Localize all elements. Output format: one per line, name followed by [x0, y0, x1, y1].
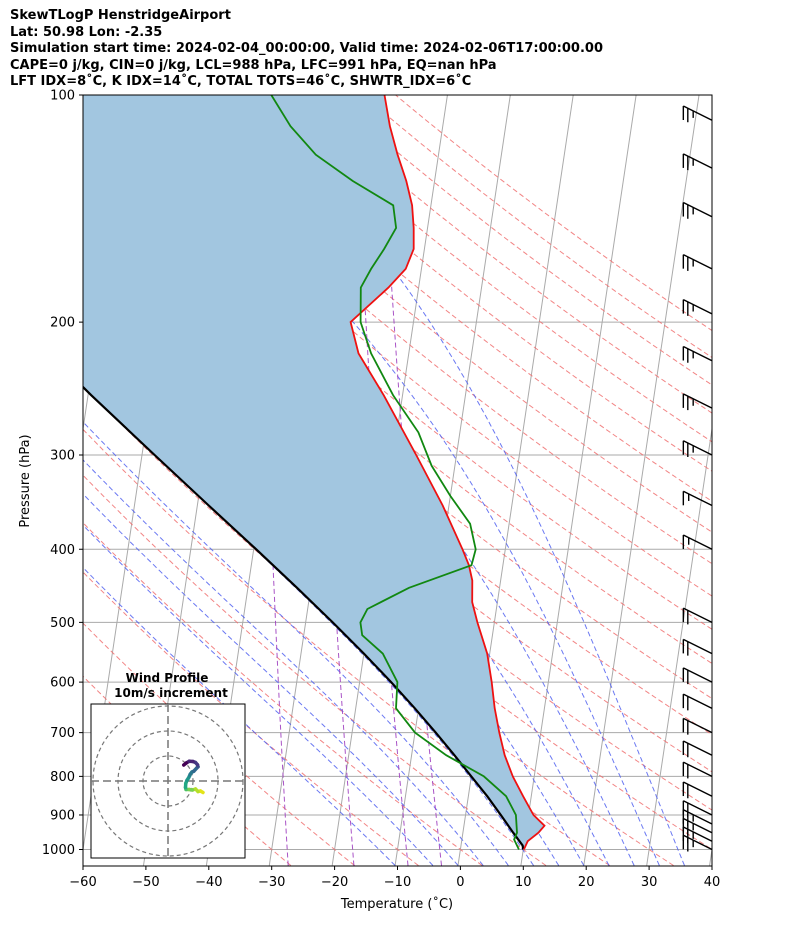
wind-barb [682, 534, 713, 550]
parcel-path-line [83, 385, 525, 850]
cape-area-layer [83, 95, 545, 850]
barb-staff [683, 534, 713, 550]
y-tick-label: 400 [50, 543, 75, 558]
hodograph-inset: Wind Profile 10m/s increment [90, 671, 246, 859]
dry-adiabat-line [395, 95, 712, 332]
y-tick-label: 100 [50, 89, 75, 104]
wind-barbs [682, 105, 713, 852]
moist-adiabat-line [83, 524, 434, 866]
wind-barb [682, 667, 713, 685]
dry-adiabat-line [83, 428, 610, 866]
wind-barb [682, 740, 713, 758]
wind-barb [682, 105, 713, 123]
y-tick-label: 500 [50, 616, 75, 631]
y-tick-label: 1000 [42, 843, 75, 858]
dry-adiabat-line [83, 259, 712, 773]
x-tick-label: 20 [578, 875, 595, 890]
hodograph-segment [182, 761, 188, 767]
dry-adiabat-line [297, 95, 712, 414]
wind-barb [682, 254, 713, 271]
dry-adiabat-line [83, 522, 483, 866]
isotherm-line [583, 95, 700, 866]
y-tick-label: 800 [50, 770, 75, 785]
moist-adiabat-line [83, 421, 509, 866]
x-tick-label: 0 [456, 875, 464, 890]
wind-barb [682, 345, 713, 363]
x-tick-label: 10 [515, 875, 532, 890]
x-tick-label: −60 [69, 875, 96, 890]
profile-lines [83, 95, 546, 850]
x-tick-label: −40 [195, 875, 222, 890]
moist-adiabat-line [83, 129, 635, 866]
wind-barb [682, 607, 713, 625]
x-tick-label: −10 [384, 875, 411, 890]
x-tick-label: −30 [258, 875, 285, 890]
dry-adiabat-line [199, 95, 712, 502]
isotherm-line [0, 95, 7, 865]
x-tick-label: 30 [641, 875, 658, 890]
instability-line: CAPE=0 j/kg, CIN=0 j/kg, LCL=988 hPa, LF… [10, 57, 497, 73]
wind-barb [682, 761, 713, 779]
isotherm-line [0, 95, 70, 865]
y-axis: 1000 900 800 700 600 500 400 300 200 100 [42, 89, 83, 858]
y-tick-label: 300 [50, 448, 75, 463]
wind-barb [682, 201, 713, 219]
wind-barb [682, 440, 713, 458]
isotherm-line [646, 425, 712, 866]
hodograph-title: Wind Profile [126, 671, 209, 685]
x-tick-label: −20 [321, 875, 348, 890]
wind-barb [682, 781, 713, 799]
y-axis-label: Pressure (hPa) [18, 434, 33, 527]
chart-header: SkewTLogP HenstridgeAirport Lat: 50.98 L… [10, 8, 603, 91]
time-line: Simulation start time: 2024-02-04_00:00:… [10, 41, 603, 56]
dry-adiabat-line [362, 95, 712, 359]
y-tick-label: 200 [50, 316, 75, 331]
wind-barb [682, 298, 713, 316]
isotherm-line [709, 846, 712, 866]
x-tick-label: −50 [132, 875, 159, 890]
isotherm-line [520, 95, 637, 866]
wind-barb [682, 693, 713, 711]
wind-barb [682, 490, 713, 507]
x-axis-label: Temperature (˚C) [340, 896, 453, 912]
cape-fill-area [83, 95, 545, 850]
moist-adiabat-line [135, 95, 660, 866]
dry-adiabat-line [134, 95, 712, 565]
hodograph-subtitle: 10m/s increment [114, 686, 228, 700]
y-tick-label: 700 [50, 726, 75, 741]
dry-adiabat-line [167, 95, 712, 533]
wind-barb [682, 153, 713, 171]
wind-barb [682, 393, 713, 411]
moist-adiabat-line [83, 493, 459, 866]
y-tick-label: 600 [50, 676, 75, 691]
chart-title: SkewTLogP HenstridgeAirport [10, 8, 231, 23]
location-line: Lat: 50.98 Lon: -2.35 [10, 24, 163, 40]
moist-adiabat-line [240, 95, 685, 866]
moist-adiabat-line [83, 566, 396, 866]
x-tick-label: 40 [704, 875, 721, 890]
wind-barb [682, 638, 713, 656]
y-tick-label: 900 [50, 808, 75, 823]
index-line: LFT IDX=8˚C, K IDX=14˚C, TOTAL TOTS=46˚C… [10, 74, 472, 89]
x-axis: −60 −50 −40 −30 −20 −10 0 10 20 30 40 [69, 866, 720, 890]
wind-barb [682, 717, 713, 735]
dry-adiabat-line [330, 95, 712, 386]
dewpoint-line [270, 95, 520, 850]
wind-barb [682, 800, 713, 817]
barb-staff [683, 490, 713, 507]
